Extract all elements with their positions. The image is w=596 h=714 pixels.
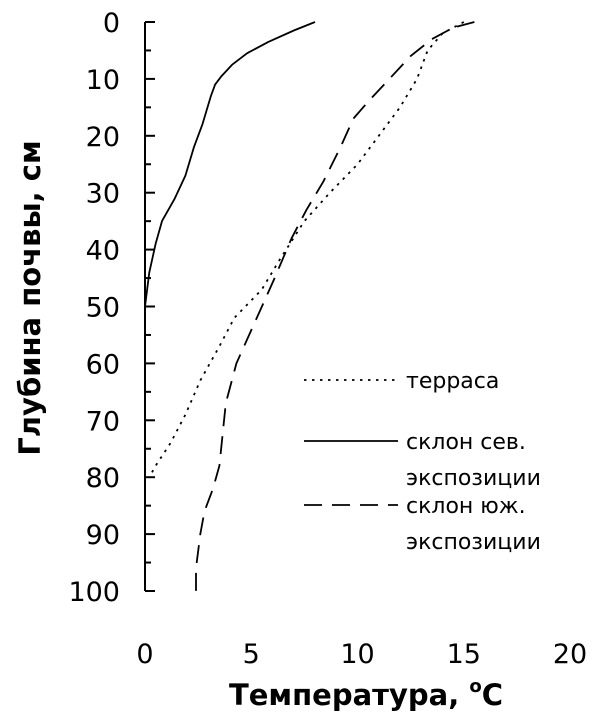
series-line-1 (148, 21, 465, 478)
y-tick-label: 20 (86, 122, 120, 153)
y-tick-label: 30 (86, 179, 120, 210)
y-tick-label: 50 (86, 293, 120, 324)
x-tick-label: 20 (553, 639, 587, 670)
y-tick-label: 70 (86, 406, 120, 437)
x-axis-title-text: Температура, (229, 678, 469, 712)
series-line-2 (144, 21, 316, 307)
series-lines (144, 21, 475, 591)
y-tick-label: 100 (68, 577, 120, 608)
series-line-3 (195, 21, 475, 591)
y-tick-label: 90 (86, 520, 120, 551)
x-axis-title-degree: o (469, 676, 481, 697)
x-tick-label: 10 (340, 639, 374, 670)
legend: терраса склон сев. экспозиции склон юж. эксп… (304, 369, 541, 555)
y-tick-label: 0 (103, 8, 120, 39)
x-axis-title: Температура, oC (229, 676, 503, 712)
tick-labels: 0 10 20 30 40 50 60 70 80 90 100 0 5 10 15 20 (68, 8, 587, 670)
legend-label-2: экспозиции (406, 466, 541, 491)
y-tick-label: 80 (86, 463, 120, 494)
y-tick-label: 40 (86, 236, 120, 267)
legend-label-3: склон юж. (406, 494, 526, 519)
x-tick-label: 15 (447, 639, 481, 670)
y-tick-label: 60 (86, 349, 120, 380)
y-tick-label: 10 (86, 65, 120, 96)
legend-label-1: терраса (406, 369, 499, 394)
x-tick-label: 5 (243, 639, 260, 670)
y-axis-title: Глубина почвы, см (13, 140, 47, 455)
axes (144, 21, 155, 592)
x-tick-label: 0 (136, 639, 153, 670)
legend-label-3: экспозиции (406, 530, 541, 555)
x-axis-title-unit: C (482, 678, 503, 712)
legend-label-2: склон сев. (406, 430, 526, 455)
